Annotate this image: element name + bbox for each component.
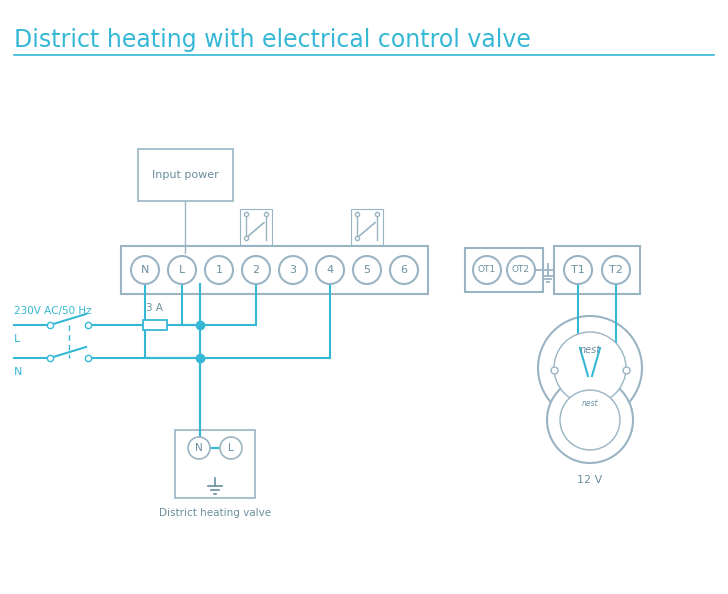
Text: 3: 3 bbox=[290, 265, 296, 275]
FancyBboxPatch shape bbox=[581, 405, 599, 417]
Circle shape bbox=[547, 377, 633, 463]
Text: 1: 1 bbox=[215, 265, 223, 275]
Text: N: N bbox=[195, 443, 203, 453]
Circle shape bbox=[168, 256, 196, 284]
Text: L: L bbox=[179, 265, 185, 275]
Text: Input power: Input power bbox=[151, 170, 218, 180]
FancyBboxPatch shape bbox=[138, 149, 232, 201]
FancyBboxPatch shape bbox=[554, 246, 640, 294]
Text: T2: T2 bbox=[609, 265, 623, 275]
Circle shape bbox=[554, 332, 626, 404]
Text: OT2: OT2 bbox=[512, 266, 530, 274]
Circle shape bbox=[242, 256, 270, 284]
Circle shape bbox=[205, 256, 233, 284]
Text: nest: nest bbox=[579, 345, 601, 355]
Circle shape bbox=[188, 437, 210, 459]
Circle shape bbox=[602, 256, 630, 284]
FancyBboxPatch shape bbox=[121, 246, 428, 294]
FancyBboxPatch shape bbox=[143, 320, 167, 330]
Circle shape bbox=[220, 437, 242, 459]
Text: L: L bbox=[14, 334, 20, 344]
Text: 5: 5 bbox=[363, 265, 371, 275]
Circle shape bbox=[279, 256, 307, 284]
Circle shape bbox=[390, 256, 418, 284]
Text: District heating valve: District heating valve bbox=[159, 508, 271, 518]
Text: 3 A: 3 A bbox=[146, 303, 164, 313]
Circle shape bbox=[538, 316, 642, 420]
Circle shape bbox=[131, 256, 159, 284]
Circle shape bbox=[507, 256, 535, 284]
Text: T1: T1 bbox=[571, 265, 585, 275]
Circle shape bbox=[473, 256, 501, 284]
Text: N: N bbox=[141, 265, 149, 275]
Text: District heating with electrical control valve: District heating with electrical control… bbox=[14, 28, 531, 52]
Circle shape bbox=[353, 256, 381, 284]
FancyBboxPatch shape bbox=[465, 248, 543, 292]
Circle shape bbox=[316, 256, 344, 284]
Circle shape bbox=[564, 256, 592, 284]
Text: 230V AC/50 Hz: 230V AC/50 Hz bbox=[14, 306, 92, 316]
Text: N: N bbox=[14, 367, 23, 377]
Text: 2: 2 bbox=[253, 265, 260, 275]
Text: OT1: OT1 bbox=[478, 266, 496, 274]
Circle shape bbox=[560, 390, 620, 450]
FancyBboxPatch shape bbox=[175, 430, 255, 498]
Text: nest: nest bbox=[582, 399, 598, 407]
Text: 12 V: 12 V bbox=[577, 475, 603, 485]
Text: L: L bbox=[228, 443, 234, 453]
Text: 4: 4 bbox=[326, 265, 333, 275]
Text: 6: 6 bbox=[400, 265, 408, 275]
